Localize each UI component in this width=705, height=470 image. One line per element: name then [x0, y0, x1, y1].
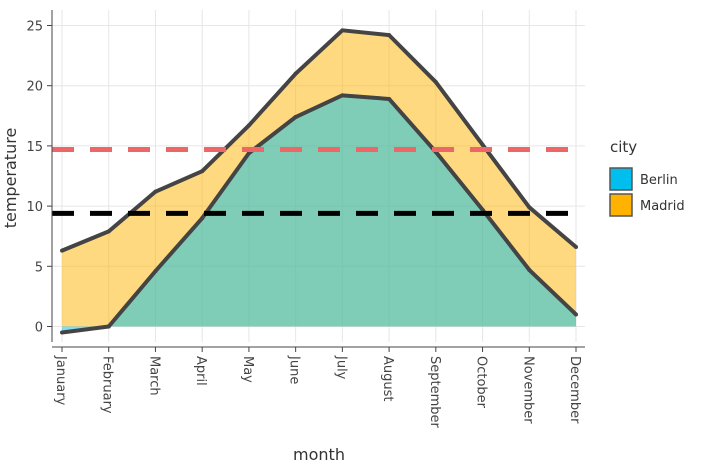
- x-axis-title: month: [293, 445, 345, 464]
- madrid-point: [293, 71, 298, 76]
- madrid-point: [527, 205, 532, 210]
- madrid-point: [246, 123, 251, 128]
- legend-title: city: [610, 138, 637, 156]
- berlin-point: [106, 324, 111, 329]
- x-tick-label: October: [474, 356, 489, 409]
- legend-label-berlin: Berlin: [640, 173, 678, 188]
- x-tick-label: November: [520, 356, 535, 424]
- y-axis-title: temperature: [1, 128, 20, 229]
- madrid-point: [480, 142, 485, 147]
- y-tick-label: 0: [35, 321, 43, 336]
- y-tick-label: 10: [26, 200, 43, 215]
- area-layer: [62, 30, 576, 333]
- x-tick-label: September: [427, 356, 442, 429]
- madrid-point: [433, 80, 438, 85]
- y-tick-label: 5: [35, 260, 43, 275]
- madrid-line: [61, 28, 578, 253]
- legend-label-madrid: Madrid: [640, 199, 685, 214]
- madrid-point: [574, 245, 578, 250]
- berlin-point: [200, 216, 205, 221]
- berlin-point: [480, 207, 485, 212]
- x-tick-label: February: [100, 356, 115, 414]
- berlin-point: [60, 330, 64, 335]
- legend-swatch-berlin: [609, 167, 633, 191]
- berlin-point: [246, 151, 251, 156]
- legend-swatch-madrid: [609, 193, 633, 217]
- x-tick-label: May: [240, 356, 255, 383]
- madrid-point: [106, 229, 111, 234]
- madrid-point: [387, 33, 392, 38]
- legend-items: Berlin Madrid: [609, 167, 685, 217]
- berlin-point: [153, 269, 158, 274]
- axis-layer: 0 5 10 15 20 25 January February March April May Ju…: [26, 10, 585, 429]
- y-tick-label: 25: [26, 20, 43, 35]
- berlin-point: [574, 312, 578, 317]
- madrid-point: [60, 248, 64, 253]
- y-tick-label: 20: [26, 80, 43, 95]
- x-tick-label: March: [146, 356, 161, 396]
- berlin-line: [61, 93, 578, 335]
- berlin-point: [387, 96, 392, 101]
- reference-lines: [52, 147, 575, 216]
- berlin-point: [527, 267, 532, 272]
- line-layer: [60, 28, 578, 335]
- x-tick-label: July: [333, 355, 348, 380]
- y-tick-label: 15: [26, 140, 43, 155]
- madrid-point: [153, 189, 158, 194]
- x-tick-label: April: [193, 356, 208, 386]
- berlin-point: [293, 115, 298, 120]
- berlin-point: [340, 93, 345, 98]
- madrid-point: [200, 169, 205, 174]
- x-tick-label: June: [287, 355, 302, 384]
- x-tick-label: January: [53, 355, 68, 406]
- x-tick-label: August: [380, 356, 395, 402]
- x-tick-label: December: [567, 356, 582, 424]
- legend: city Berlin Madrid: [609, 138, 685, 217]
- madrid-point: [340, 28, 345, 33]
